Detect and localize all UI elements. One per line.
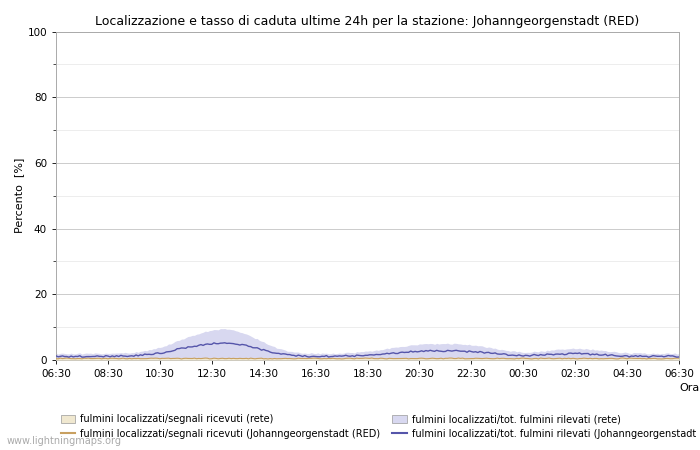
Title: Localizzazione e tasso di caduta ultime 24h per la stazione: Johanngeorgenstadt : Localizzazione e tasso di caduta ultime … <box>95 14 640 27</box>
Text: Orario: Orario <box>679 383 700 393</box>
Y-axis label: Percento  [%]: Percento [%] <box>15 158 24 234</box>
Text: www.lightningmaps.org: www.lightningmaps.org <box>7 436 122 446</box>
Legend: fulmini localizzati/segnali ricevuti (rete), fulmini localizzati/segnali ricevut: fulmini localizzati/segnali ricevuti (re… <box>61 414 700 439</box>
